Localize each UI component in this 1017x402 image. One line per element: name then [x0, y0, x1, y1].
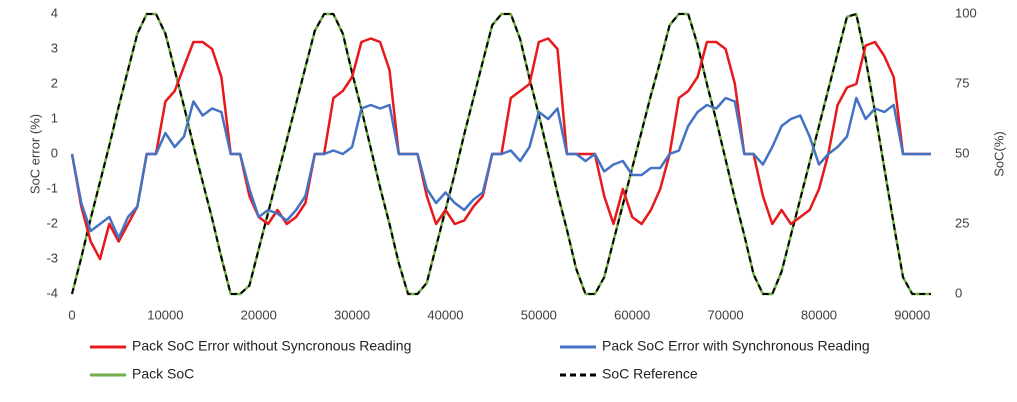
x-tick-label: 30000	[334, 307, 370, 322]
legend-label: Pack SoC	[132, 366, 194, 382]
y2-tick-label: 0	[955, 285, 962, 300]
x-tick-label: 90000	[894, 307, 930, 322]
y2-axis-label: SoC(%)	[991, 131, 1006, 177]
y-axis-label: SoC error (%)	[27, 114, 42, 194]
x-tick-label: 50000	[521, 307, 557, 322]
y-tick-label: -4	[46, 285, 58, 300]
y2-tick-label: 50	[955, 145, 969, 160]
legend-label: Pack SoC Error with Synchronous Reading	[602, 338, 870, 354]
x-tick-label: 40000	[427, 307, 463, 322]
x-tick-label: 20000	[241, 307, 277, 322]
legend-label: SoC Reference	[602, 366, 698, 382]
x-tick-label: 80000	[801, 307, 837, 322]
y2-tick-label: 25	[955, 215, 969, 230]
y-tick-label: -2	[46, 215, 58, 230]
y-tick-label: 0	[51, 145, 58, 160]
series-line	[71, 13, 931, 295]
y-tick-label: 1	[51, 110, 58, 125]
y-tick-label: 2	[51, 75, 58, 90]
y2-tick-label: 100	[955, 5, 977, 20]
x-tick-label: 10000	[147, 307, 183, 322]
y2-tick-label: 75	[955, 75, 969, 90]
x-tick-label: 0	[68, 307, 75, 322]
legend-label: Pack SoC Error without Syncronous Readin…	[132, 338, 411, 354]
series-line	[70, 37, 931, 261]
x-tick-label: 70000	[708, 307, 744, 322]
x-tick-label: 60000	[614, 307, 650, 322]
y-tick-label: 3	[51, 40, 58, 55]
y-tick-label: 4	[51, 5, 58, 20]
y-tick-label: -1	[46, 180, 58, 195]
y-tick-label: -3	[46, 250, 58, 265]
series-line	[70, 96, 931, 240]
